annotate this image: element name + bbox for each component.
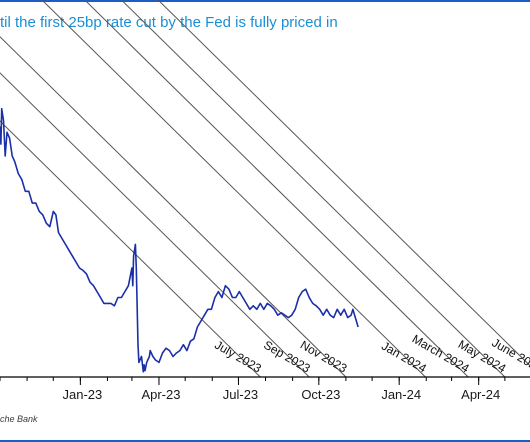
reference-line-4 [84,0,469,378]
x-tick-label-3: Oct-23 [301,387,340,402]
x-tick-label-4: Jan-24 [381,387,421,402]
x-tick-label-2: Jul-23 [223,387,258,402]
x-tick-label-1: Apr-23 [141,387,180,402]
x-tick-label-0: Jan-23 [62,387,102,402]
reference-line-3 [41,0,426,378]
reference-line-0 [0,120,261,378]
source-note: che Bank [0,414,38,424]
reference-line-5 [120,0,506,378]
reference-line-2 [0,36,347,378]
series-group [0,107,359,373]
x-tick-label-5: Apr-24 [461,387,500,402]
reference-line-6 [157,0,530,367]
series-line-0 [0,107,359,373]
chart-title: til the first 25bp rate cut by the Fed i… [0,14,338,31]
reference-line-1 [0,72,310,378]
reference-line-label-0: July 2023 [212,338,264,376]
